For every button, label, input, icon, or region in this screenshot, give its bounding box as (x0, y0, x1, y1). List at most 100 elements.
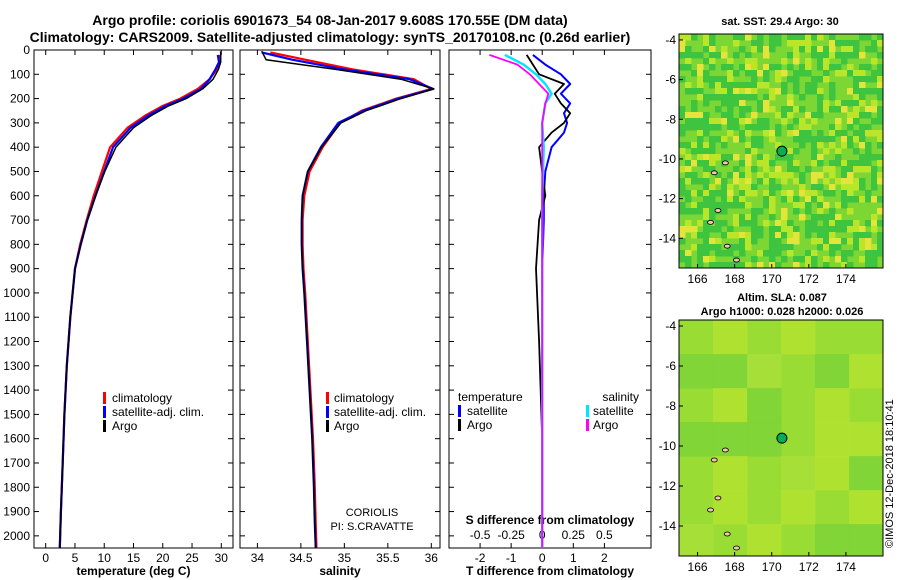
map-cell (829, 82, 836, 89)
map-cell (871, 220, 878, 227)
map-cell (703, 112, 710, 119)
map-cell (679, 232, 686, 239)
map-cell (781, 244, 788, 251)
map-cell (745, 202, 752, 209)
map-cell (679, 40, 686, 47)
map-cell (763, 196, 770, 203)
map-cell (835, 160, 842, 167)
map-cell (709, 136, 716, 143)
map-cell (685, 82, 692, 89)
legend-label: Argo (467, 418, 493, 432)
map-cell (733, 40, 740, 47)
map-cell (829, 64, 836, 71)
x-tick-label: 166 (688, 272, 708, 286)
legend-label: Argo (112, 419, 138, 433)
island (714, 208, 722, 213)
map-cell (751, 64, 758, 71)
map-cell (721, 262, 728, 268)
map-cell (823, 220, 830, 227)
map-cell (841, 190, 848, 197)
map-cell (715, 220, 722, 227)
map-cell (757, 100, 764, 107)
map-cell (697, 112, 704, 119)
map-cell (853, 130, 860, 137)
map-cell (747, 388, 782, 423)
map-cell (721, 82, 728, 89)
map-cell (805, 82, 812, 89)
map-cell (811, 250, 818, 257)
map-cell (871, 226, 878, 233)
map-cell (757, 46, 764, 53)
map-cell (691, 88, 698, 95)
map-cell (853, 118, 860, 125)
map-cell (835, 226, 842, 233)
map-cell (703, 172, 710, 179)
map-cell (703, 34, 710, 41)
map-cell (841, 52, 848, 59)
map-cell (679, 52, 686, 59)
map-cell (823, 46, 830, 53)
map-cell (847, 184, 854, 191)
map-cell (817, 232, 824, 239)
map-cell (817, 196, 824, 203)
x-tick-label: 35 (338, 551, 352, 565)
map-cell (751, 208, 758, 215)
x-tick-label: 35.5 (376, 551, 400, 565)
map-cell (781, 88, 788, 95)
map-cell (697, 76, 704, 83)
x-tick-label: 25 (185, 551, 199, 565)
map-cell (703, 142, 710, 149)
map-cell (847, 178, 854, 185)
map-cell (805, 70, 812, 77)
map-cell (757, 124, 764, 131)
map-cell (715, 262, 722, 268)
map-cell (793, 136, 800, 143)
map-cell (877, 154, 883, 161)
map-cell (811, 112, 818, 119)
map-cell (847, 100, 854, 107)
map-cell (829, 250, 836, 257)
map-cell (805, 256, 812, 263)
map-cell (877, 34, 883, 41)
map-cell (859, 112, 866, 119)
map-cell (835, 118, 842, 125)
map-cell (787, 166, 794, 173)
legend-swatch (458, 419, 461, 431)
x-tick-label: 168 (725, 560, 745, 574)
legend-label: satellite (467, 404, 508, 418)
map-cell (829, 166, 836, 173)
map-cell (859, 82, 866, 89)
map-cell (787, 64, 794, 71)
island (710, 170, 718, 176)
map-cell (877, 64, 883, 71)
map-cell (751, 232, 758, 239)
y-tick-label: 1600 (3, 432, 30, 446)
map-cell (823, 100, 830, 107)
map-cell (685, 46, 692, 53)
x-tick-label: -2 (475, 551, 486, 565)
map-cell (841, 238, 848, 245)
map-cell (793, 208, 800, 215)
map-cell (841, 106, 848, 113)
map-cell (829, 52, 836, 59)
map-cell (877, 76, 883, 83)
map-cell (679, 130, 686, 137)
map-cell (713, 388, 748, 423)
map-cell (697, 130, 704, 137)
map-cell (835, 148, 842, 155)
map-cell (757, 118, 764, 125)
map-cell (745, 190, 752, 197)
map-cell (865, 238, 872, 245)
map-cell (757, 142, 764, 149)
map-cell (697, 136, 704, 143)
map-cell (853, 238, 860, 245)
map-cell (805, 64, 812, 71)
map-cell (787, 250, 794, 257)
map-cell (877, 118, 883, 125)
top-tick-label: 0.5 (596, 528, 613, 542)
map-cell (823, 52, 830, 59)
map-cell (805, 250, 812, 257)
map-cell (775, 64, 782, 71)
legend-swatch (586, 405, 589, 417)
map-cell (811, 52, 818, 59)
